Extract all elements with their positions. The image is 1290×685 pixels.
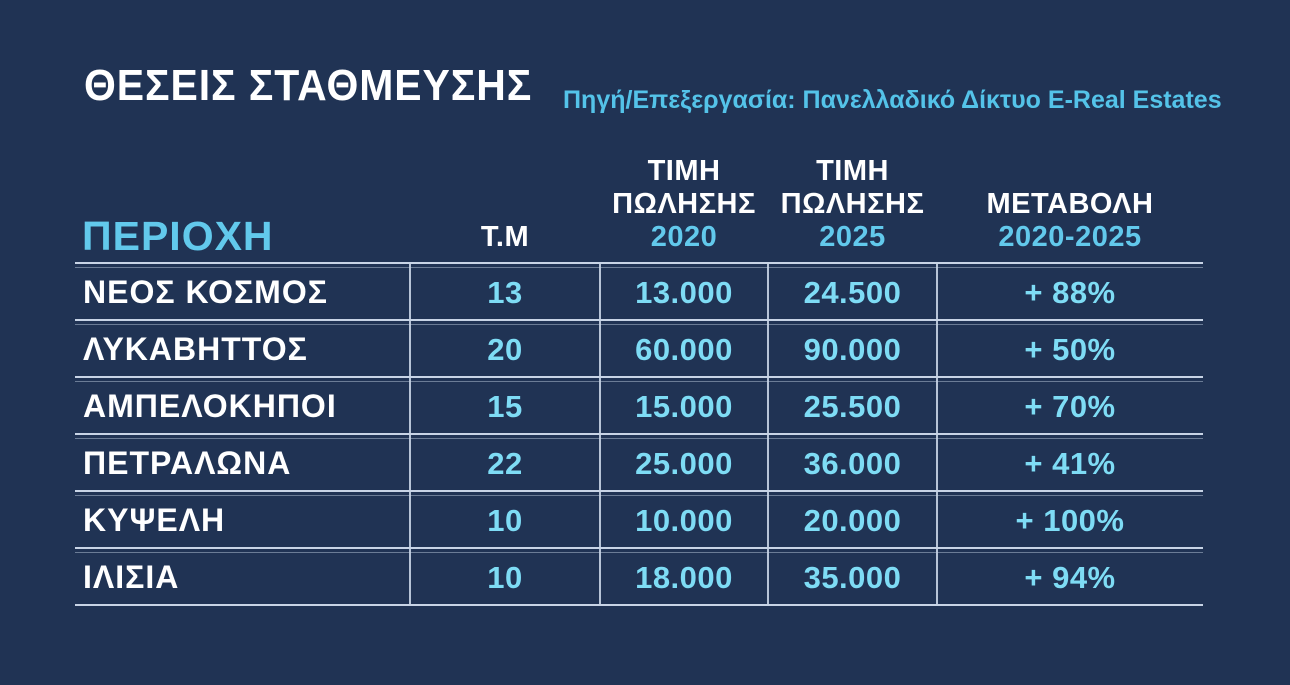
cell-area: ΛΥΚΑΒΗΤΤΟΣ	[83, 331, 308, 367]
row-separator	[75, 319, 1203, 325]
cell-change: + 41%	[1024, 445, 1116, 481]
price-2020-label-line2: ΠΩΛΗΣΗΣ	[612, 188, 756, 220]
prices-table: ΠΕΡΙΟΧΗ Τ.Μ ΤΙΜΗ ΠΩΛΗΣΗΣ 2020 ΤΙΜΗ ΠΩΛΗΣ…	[75, 148, 1203, 606]
table-row: ΙΛΙΣΙΑ 10 18.000 35.000 + 94%	[75, 547, 1203, 604]
column-header-price-2025: ΤΙΜΗ ΠΩΛΗΣΗΣ 2025	[768, 148, 937, 262]
table-bottom-border	[75, 604, 1203, 606]
table-header-row: ΠΕΡΙΟΧΗ Τ.Μ ΤΙΜΗ ΠΩΛΗΣΗΣ 2020 ΤΙΜΗ ΠΩΛΗΣ…	[75, 148, 1203, 262]
cell-area: ΚΥΨΕΛΗ	[83, 502, 226, 538]
price-2020-year: 2020	[650, 221, 718, 253]
column-header-sqm-label: Τ.Μ	[480, 221, 530, 253]
cell-price-2025: 36.000	[803, 445, 902, 481]
cell-price-2020: 10.000	[635, 502, 733, 538]
cell-price-2025: 20.000	[803, 502, 902, 538]
cell-change: + 70%	[1024, 388, 1116, 424]
cell-price-2020: 15.000	[635, 388, 733, 424]
cell-area: ΝΕΟΣ ΚΟΣΜΟΣ	[83, 274, 328, 310]
row-separator	[75, 262, 1203, 268]
cell-sqm: 13	[487, 274, 523, 310]
price-2025-label-line2: ΠΩΛΗΣΗΣ	[780, 188, 925, 220]
cell-area: ΑΜΠΕΛΟΚΗΠΟΙ	[83, 388, 337, 424]
table-row: ΛΥΚΑΒΗΤΤΟΣ 20 60.000 90.000 + 50%	[75, 319, 1203, 376]
row-separator	[75, 547, 1203, 553]
cell-price-2020: 60.000	[635, 331, 733, 367]
table-row: ΑΜΠΕΛΟΚΗΠΟΙ 15 15.000 25.500 + 70%	[75, 376, 1203, 433]
row-separator	[75, 490, 1203, 496]
page-title: ΘΕΣΕΙΣ ΣΤΑΘΜΕΥΣΗΣ	[84, 61, 533, 110]
change-years: 2020-2025	[998, 221, 1142, 253]
cell-area: ΠΕΤΡΑΛΩΝΑ	[83, 445, 292, 481]
row-separator	[75, 433, 1203, 439]
column-header-sqm: Τ.Μ	[410, 148, 600, 262]
cell-change: + 100%	[1015, 502, 1125, 538]
table-row: ΠΕΤΡΑΛΩΝΑ 22 25.000 36.000 + 41%	[75, 433, 1203, 490]
table-body: ΝΕΟΣ ΚΟΣΜΟΣ 13 13.000 24.500 + 88% ΛΥΚΑΒ…	[75, 262, 1203, 606]
change-label: ΜΕΤΑΒΟΛΗ	[986, 188, 1154, 220]
cell-area: ΙΛΙΣΙΑ	[83, 559, 180, 595]
column-header-price-2020: ΤΙΜΗ ΠΩΛΗΣΗΣ 2020	[600, 148, 768, 262]
cell-price-2020: 18.000	[635, 559, 733, 595]
cell-sqm: 15	[487, 388, 523, 424]
cell-sqm: 10	[487, 502, 523, 538]
cell-sqm: 22	[487, 445, 523, 481]
cell-price-2020: 25.000	[635, 445, 733, 481]
cell-price-2020: 13.000	[635, 274, 733, 310]
cell-change: + 88%	[1024, 274, 1116, 310]
table-row: ΝΕΟΣ ΚΟΣΜΟΣ 13 13.000 24.500 + 88%	[75, 262, 1203, 319]
column-header-area: ΠΕΡΙΟΧΗ	[75, 148, 410, 262]
cell-price-2025: 35.000	[803, 559, 902, 595]
cell-price-2025: 25.500	[803, 388, 902, 424]
cell-change: + 50%	[1024, 331, 1116, 367]
table-row: ΚΥΨΕΛΗ 10 10.000 20.000 + 100%	[75, 490, 1203, 547]
price-2025-label-line1: ΤΙΜΗ	[816, 155, 889, 187]
column-header-change: ΜΕΤΑΒΟΛΗ 2020-2025	[937, 148, 1203, 262]
cell-change: + 94%	[1024, 559, 1116, 595]
price-2025-year: 2025	[819, 221, 886, 253]
cell-price-2025: 90.000	[803, 331, 902, 367]
cell-sqm: 20	[487, 331, 523, 367]
source-credit: Πηγή/Επεξεργασία: Πανελλαδικό Δίκτυο E-R…	[563, 86, 1222, 114]
cell-sqm: 10	[487, 559, 523, 595]
cell-price-2025: 24.500	[803, 274, 902, 310]
price-2020-label-line1: ΤΙΜΗ	[647, 155, 721, 187]
column-header-area-label: ΠΕΡΙΟΧΗ	[82, 213, 274, 259]
row-separator	[75, 376, 1203, 382]
